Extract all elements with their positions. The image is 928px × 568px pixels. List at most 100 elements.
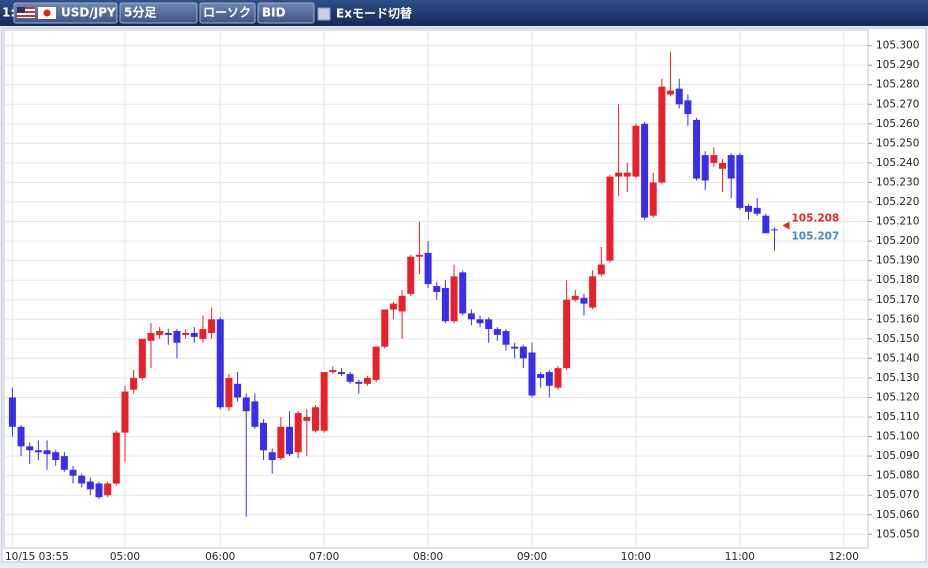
candle-body (502, 331, 510, 345)
y-tick-label: 105.130 (876, 372, 919, 384)
candle-body (736, 155, 744, 208)
candle-body (234, 383, 242, 398)
y-tick-label: 105.100 (876, 431, 919, 443)
candle-body (658, 86, 666, 183)
candle-body (78, 475, 86, 484)
candle-body (623, 172, 631, 177)
candle-body (337, 372, 345, 375)
x-tick-label: 12:00 (829, 551, 859, 563)
candle-body (381, 309, 389, 347)
candle-body (286, 426, 294, 455)
candle-body (320, 372, 328, 431)
y-tick-label: 105.300 (876, 40, 919, 52)
y-tick-label: 105.080 (876, 470, 919, 482)
timeframe-button[interactable] (119, 2, 198, 24)
y-tick-label: 105.160 (876, 313, 919, 325)
candle-body (571, 295, 579, 300)
candle-body (710, 155, 718, 163)
candle-body (17, 426, 25, 447)
candle-body (268, 452, 276, 461)
candle-body (554, 368, 562, 388)
y-tick-label: 105.270 (876, 98, 919, 110)
candle-body (312, 407, 319, 431)
candle-body (329, 370, 337, 373)
side-button[interactable] (257, 2, 315, 24)
candle-body (684, 100, 692, 115)
candle-body (199, 329, 207, 339)
candle-body (26, 446, 34, 451)
y-tick-label: 105.070 (876, 489, 919, 501)
candle-body (770, 229, 778, 231)
candle-body (519, 346, 527, 359)
candle-body (511, 346, 519, 349)
candle-body (407, 256, 415, 294)
y-tick-label: 105.190 (876, 255, 919, 267)
price-side: BID (262, 6, 286, 20)
candle-body (86, 481, 94, 490)
candle-body (95, 483, 103, 498)
candle-body (649, 182, 657, 216)
candle-body (121, 391, 129, 433)
y-tick-label: 105.260 (876, 118, 919, 130)
y-tick-label: 105.220 (876, 196, 919, 208)
candle-body (615, 172, 623, 177)
style-button[interactable] (199, 2, 256, 24)
timeframe: 5分足 (124, 5, 156, 20)
candle-body (104, 483, 112, 496)
candle-body (589, 276, 597, 308)
candle-body (208, 319, 216, 333)
candle-body (493, 329, 501, 335)
candle-body (667, 90, 675, 95)
price-label: 105.207 (791, 230, 839, 242)
jp-flag (38, 7, 56, 19)
symbol: USD/JPY (61, 6, 116, 20)
candle-body (441, 288, 449, 322)
y-tick-label: 105.090 (876, 450, 919, 462)
candle-body (528, 352, 536, 396)
candle-body (563, 299, 571, 369)
candle-body (251, 401, 259, 427)
x-tick-label: 11:00 (725, 551, 755, 563)
candle-body (459, 272, 467, 314)
candle-body (355, 381, 363, 384)
candle-body (545, 372, 553, 386)
x-tick-label: 10/15 03:55 (5, 551, 69, 563)
x-tick-label: 08:00 (413, 551, 443, 563)
candle-body (260, 422, 268, 451)
candle-body (745, 205, 752, 212)
candle-body (346, 374, 354, 382)
candle-body (424, 252, 432, 285)
price-label: 105.208 (791, 212, 839, 224)
candle-body (476, 319, 484, 324)
candle-body (147, 332, 155, 341)
x-tick-label: 06:00 (205, 551, 235, 563)
y-tick-label: 105.170 (876, 294, 919, 306)
y-tick-label: 105.050 (876, 528, 919, 540)
ex-mode-checkbox[interactable] (317, 7, 331, 21)
candle-body (485, 319, 493, 330)
chart-style: ローソク (203, 6, 251, 20)
candle-body (762, 215, 770, 234)
y-tick-label: 105.140 (876, 352, 919, 364)
y-tick-label: 105.120 (876, 391, 919, 403)
candle-body (597, 264, 605, 275)
candle-body (363, 377, 371, 384)
x-tick-label: 07:00 (309, 551, 339, 563)
candle-body (130, 377, 138, 390)
candle-body (112, 432, 120, 484)
candle-body (69, 469, 77, 476)
candle-body (43, 450, 51, 455)
window-number: 1: (2, 6, 15, 20)
candle-body (52, 452, 60, 461)
price-marker (782, 221, 790, 230)
candle-body (389, 303, 397, 310)
x-tick-label: 05:00 (110, 551, 140, 563)
candle-body (216, 319, 224, 408)
candle-body (294, 413, 302, 453)
candle-body (580, 297, 588, 304)
y-tick-label: 105.290 (876, 59, 919, 71)
y-tick-label: 105.150 (876, 333, 919, 345)
candle-body (727, 155, 735, 179)
candle-body (8, 397, 16, 427)
